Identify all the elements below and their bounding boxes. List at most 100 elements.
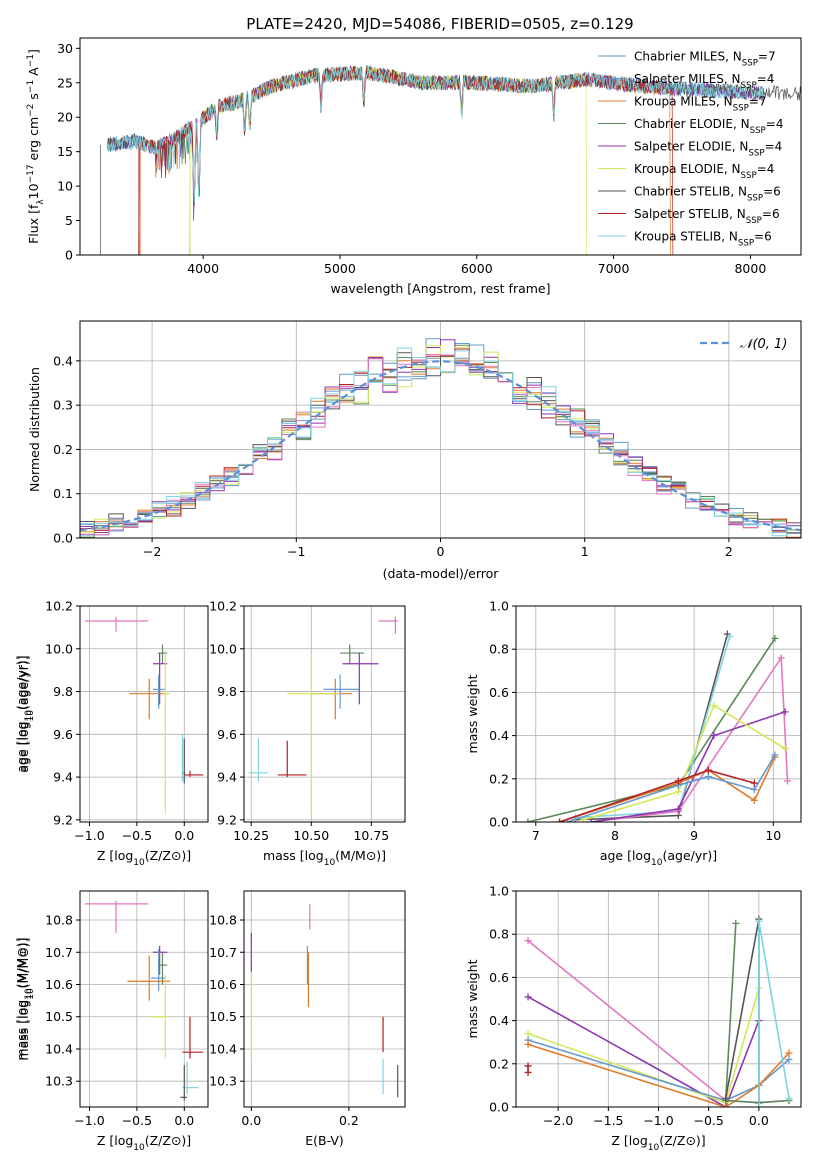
y-tick-label: 10.8 — [45, 913, 73, 928]
x-tick-label: 0.0 — [174, 828, 194, 843]
label-part: −17 — [26, 164, 36, 183]
x-tick-label: −1 — [287, 544, 305, 559]
label-part: Kroupa MILES, N — [634, 95, 733, 109]
errorbar-point — [129, 678, 168, 720]
y-tick-label: 9.4 — [217, 770, 237, 785]
errorbar-point — [182, 1061, 199, 1095]
mass_vs_ebv-frame — [243, 890, 406, 1108]
x-tick-label: 5000 — [324, 261, 356, 276]
mass_vs_ebv-xlabel: E(B-V) — [305, 1133, 344, 1148]
residuals-ylabel: Normed distribution — [27, 367, 42, 492]
weight-point-marker — [726, 632, 734, 640]
weight-point-marker — [556, 818, 564, 822]
mass_vs_Z-axes: −1.0 −0.5 0.0 10.3 10.4 10.5 10.6 10.7 10.8 Z [lo… — [16, 890, 209, 1153]
mass-vs-Z-ylabel: mass [log10(M/M⊙)] — [14, 937, 34, 1060]
x-tick-label: −2.0 — [543, 1113, 573, 1128]
label-part: SSP — [746, 216, 762, 226]
label-part: −1 — [26, 80, 36, 93]
mass_vs_Z-ylabel: mass [log10(M/M⊙)] — [16, 937, 36, 1060]
y-tick-label: 0.8 — [489, 927, 509, 942]
y-tick-label: 9.6 — [53, 727, 73, 742]
x-tick-label: 8 — [611, 828, 619, 843]
label-part: E(B-V) — [305, 1133, 344, 1148]
x-tick-label: 10.50 — [293, 828, 329, 843]
label-part: −1 — [26, 54, 36, 67]
weight-point-marker — [524, 1068, 532, 1076]
weight-point-marker — [710, 701, 718, 709]
y-tick-label: 1.0 — [489, 599, 509, 614]
weight-point-marker — [524, 1030, 532, 1038]
y-tick-label: 0.2 — [489, 771, 509, 786]
legend-label: Salpeter MILES, NSSP=4 — [634, 72, 774, 91]
x-tick-label: 4000 — [187, 261, 219, 276]
label-part: mass [log — [16, 1000, 31, 1061]
label-part: Chabrier MILES, N — [634, 50, 742, 64]
label-part: −2 — [26, 104, 36, 117]
errorbar-point — [127, 955, 171, 1001]
y-tick-label: 0.6 — [489, 685, 509, 700]
mass_vs_Z-frame — [79, 890, 209, 1108]
weight-series-line — [591, 655, 789, 822]
errorbar-point — [287, 653, 341, 814]
y-tick-label: 5 — [65, 213, 73, 228]
label-part: SSP — [741, 81, 757, 91]
y-tick-label: 10.4 — [45, 1041, 73, 1056]
y-tick-label: 10.3 — [209, 1074, 237, 1089]
y-tick-label: 10.4 — [209, 1041, 237, 1056]
label-part: (M/M⊙)] — [16, 937, 31, 988]
x-tick-label: 10.75 — [353, 828, 389, 843]
legend-label: Chabrier STELIB, NSSP=6 — [634, 185, 781, 204]
legend-label: Kroupa MILES, NSSP=7 — [634, 95, 767, 114]
weight-series-line — [758, 921, 790, 1107]
label-part: (M/M⊙)] — [335, 848, 386, 863]
label-part: Z [log — [97, 848, 133, 863]
residuals-xlabel: (data-model)/error — [383, 566, 500, 581]
spectrum-axes: 4000 5000 6000 7000 8000 0 5 10 15 20 25 30 waveleng… — [26, 37, 802, 296]
label-part: Kroupa STELIB, N — [634, 230, 738, 244]
label-part: age [log — [14, 721, 29, 772]
age_vs_Z-frame — [79, 605, 209, 823]
x-tick-label: 1 — [581, 544, 589, 559]
label-part: (age/yr)] — [14, 655, 29, 710]
weight-point-marker — [771, 634, 779, 642]
y-tick-label: 10.5 — [209, 1009, 237, 1024]
weight-point-marker — [674, 805, 682, 813]
x-tick-label: 2 — [725, 544, 733, 559]
y-tick-label: 10.8 — [209, 913, 237, 928]
y-tick-label: 0.2 — [489, 1056, 509, 1071]
y-tick-label: 10 — [57, 179, 73, 194]
y-tick-label: 10.7 — [45, 945, 73, 960]
y-tick-label: 10.0 — [209, 641, 237, 656]
x-tick-label: 0.2 — [339, 1113, 359, 1128]
weight-point-marker — [750, 786, 758, 794]
age_vs_Z-xlabel: Z [log10(Z/Z⊙)] — [97, 848, 191, 868]
legend-label: Kroupa ELODIE, NSSP=4 — [634, 162, 774, 181]
label-part: Chabrier STELIB, N — [634, 185, 747, 199]
age_vs_mass-xlabel: mass [log10(M/M⊙)] — [263, 848, 386, 868]
weight-point-marker — [524, 993, 532, 1001]
label-part: Salpeter MILES, N — [634, 72, 741, 86]
weight-point-marker — [781, 708, 789, 716]
errorbar-point — [184, 770, 204, 778]
errorbar-point — [151, 974, 168, 1059]
errorbar-point — [378, 616, 398, 634]
y-tick-label: 15 — [57, 144, 73, 159]
label-part: age [log — [600, 848, 651, 863]
label-part: 10 — [133, 1143, 145, 1153]
label-part: (age/yr)] — [662, 848, 717, 863]
label-part: =4 — [757, 72, 775, 86]
errorbar-point — [84, 900, 149, 933]
x-tick-label: 8000 — [734, 261, 766, 276]
label-part: SSP — [741, 171, 757, 181]
label-part: age [log — [16, 721, 31, 772]
y-tick-label: 10.6 — [209, 977, 237, 992]
x-tick-label: −0.5 — [693, 1113, 723, 1128]
errorbar-point — [248, 738, 269, 782]
legend-label: Salpeter STELIB, NSSP=6 — [634, 207, 780, 226]
label-part: s — [26, 93, 41, 104]
weight-series-line — [527, 1039, 790, 1102]
x-tick-label: 7000 — [598, 261, 630, 276]
